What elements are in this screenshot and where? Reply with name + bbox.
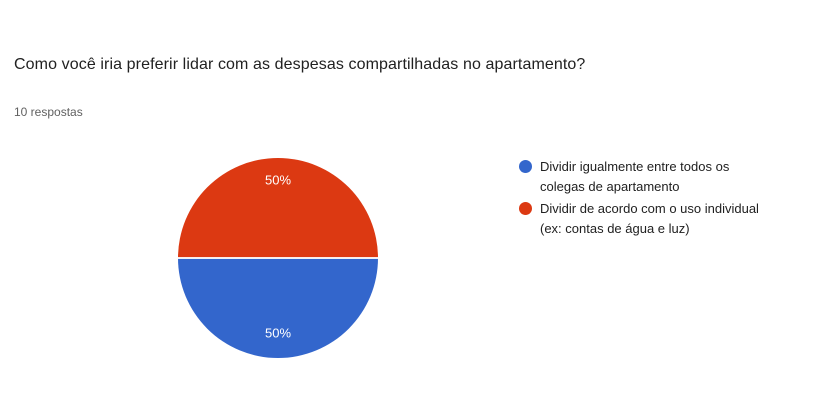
legend-swatch-red-icon [519,202,532,215]
legend-item-individual-use: Dividir de acordo com o uso individual (… [519,199,759,238]
slice-label-top: 50% [264,172,292,188]
slice-label-bottom: 50% [264,325,292,341]
legend-label-individual-use: Dividir de acordo com o uso individual (… [540,201,759,236]
legend-item-equal-split: Dividir igualmente entre todos os colega… [519,157,759,196]
pie-chart: 50% 50% [178,158,378,358]
responses-count: 10 respostas [14,105,83,119]
legend-swatch-blue-icon [519,160,532,173]
legend-label-equal-split: Dividir igualmente entre todos os colega… [540,159,730,194]
chart-legend: Dividir igualmente entre todos os colega… [519,157,759,238]
slice-divider [178,257,378,259]
question-title: Como você iria preferir lidar com as des… [14,56,586,73]
